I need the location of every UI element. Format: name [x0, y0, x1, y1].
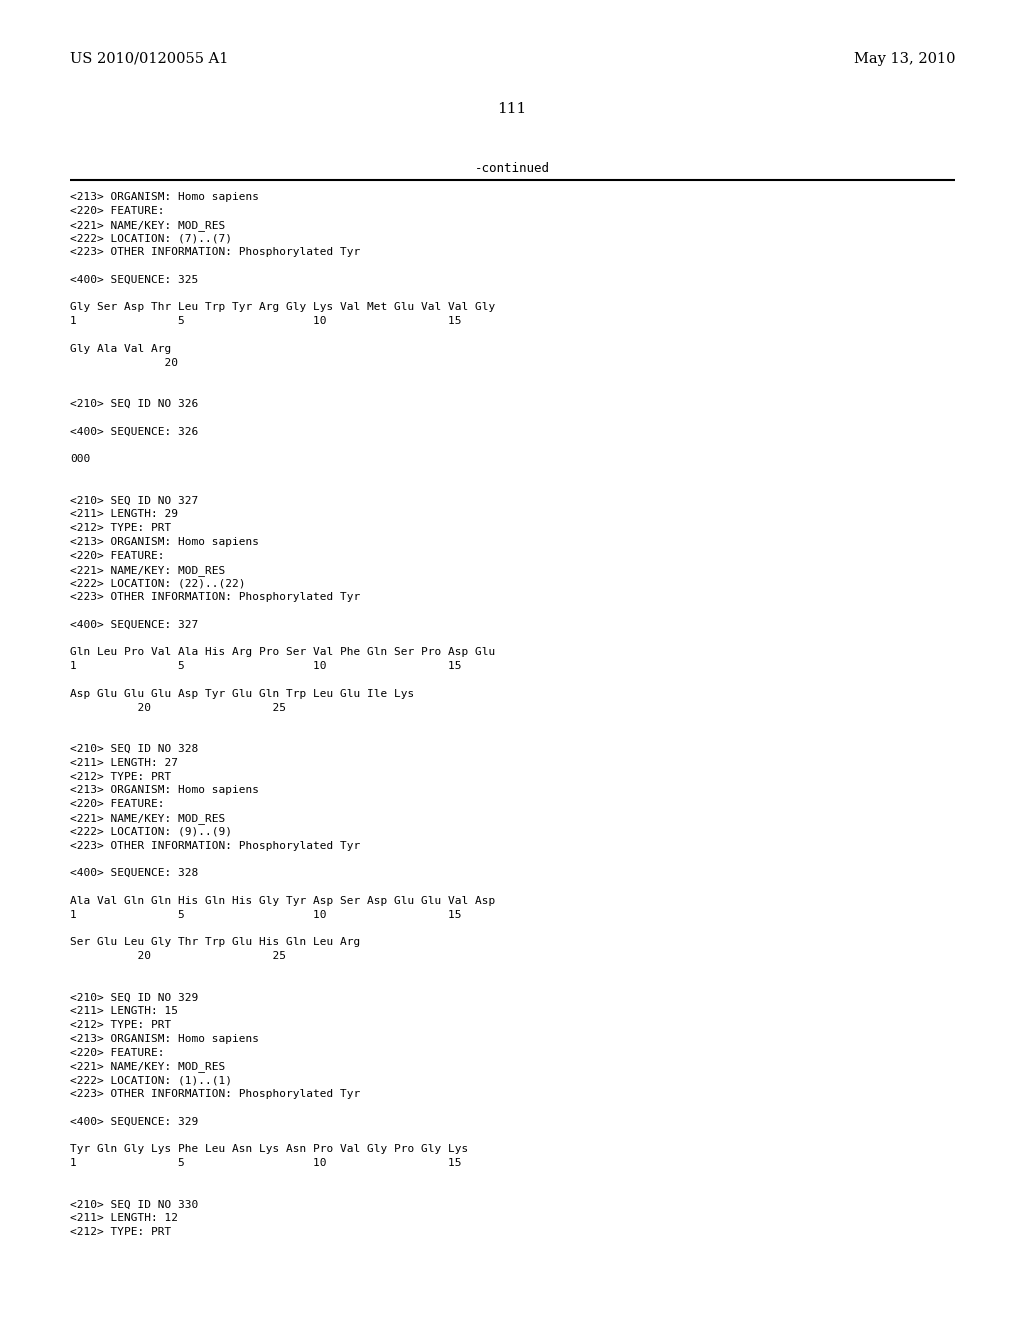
- Text: <221> NAME/KEY: MOD_RES: <221> NAME/KEY: MOD_RES: [70, 565, 225, 576]
- Text: 000: 000: [70, 454, 90, 465]
- Text: <223> OTHER INFORMATION: Phosphorylated Tyr: <223> OTHER INFORMATION: Phosphorylated …: [70, 593, 360, 602]
- Text: 1               5                   10                  15: 1 5 10 15: [70, 661, 462, 671]
- Text: <400> SEQUENCE: 329: <400> SEQUENCE: 329: [70, 1117, 199, 1126]
- Text: Asp Glu Glu Glu Asp Tyr Glu Gln Trp Leu Glu Ile Lys: Asp Glu Glu Glu Asp Tyr Glu Gln Trp Leu …: [70, 689, 415, 698]
- Text: <223> OTHER INFORMATION: Phosphorylated Tyr: <223> OTHER INFORMATION: Phosphorylated …: [70, 247, 360, 257]
- Text: <223> OTHER INFORMATION: Phosphorylated Tyr: <223> OTHER INFORMATION: Phosphorylated …: [70, 1089, 360, 1100]
- Text: Gly Ser Asp Thr Leu Trp Tyr Arg Gly Lys Val Met Glu Val Val Gly: Gly Ser Asp Thr Leu Trp Tyr Arg Gly Lys …: [70, 302, 496, 313]
- Text: <400> SEQUENCE: 327: <400> SEQUENCE: 327: [70, 620, 199, 630]
- Text: <210> SEQ ID NO 327: <210> SEQ ID NO 327: [70, 495, 199, 506]
- Text: May 13, 2010: May 13, 2010: [853, 51, 955, 66]
- Text: <211> LENGTH: 29: <211> LENGTH: 29: [70, 510, 178, 519]
- Text: 20                  25: 20 25: [70, 702, 286, 713]
- Text: <211> LENGTH: 15: <211> LENGTH: 15: [70, 1006, 178, 1016]
- Text: <213> ORGANISM: Homo sapiens: <213> ORGANISM: Homo sapiens: [70, 785, 259, 796]
- Text: <222> LOCATION: (1)..(1): <222> LOCATION: (1)..(1): [70, 1076, 232, 1085]
- Text: <210> SEQ ID NO 328: <210> SEQ ID NO 328: [70, 744, 199, 754]
- Text: 1               5                   10                  15: 1 5 10 15: [70, 1158, 462, 1168]
- Text: <212> TYPE: PRT: <212> TYPE: PRT: [70, 523, 171, 533]
- Text: <210> SEQ ID NO 330: <210> SEQ ID NO 330: [70, 1200, 199, 1209]
- Text: <400> SEQUENCE: 326: <400> SEQUENCE: 326: [70, 426, 199, 437]
- Text: Ser Glu Leu Gly Thr Trp Glu His Gln Leu Arg: Ser Glu Leu Gly Thr Trp Glu His Gln Leu …: [70, 937, 360, 948]
- Text: <400> SEQUENCE: 328: <400> SEQUENCE: 328: [70, 869, 199, 878]
- Text: 20: 20: [70, 358, 178, 367]
- Text: US 2010/0120055 A1: US 2010/0120055 A1: [70, 51, 228, 66]
- Text: <222> LOCATION: (9)..(9): <222> LOCATION: (9)..(9): [70, 826, 232, 837]
- Text: Gln Leu Pro Val Ala His Arg Pro Ser Val Phe Gln Ser Pro Asp Glu: Gln Leu Pro Val Ala His Arg Pro Ser Val …: [70, 647, 496, 657]
- Text: <220> FEATURE:: <220> FEATURE:: [70, 1048, 165, 1057]
- Text: <221> NAME/KEY: MOD_RES: <221> NAME/KEY: MOD_RES: [70, 219, 225, 231]
- Text: <210> SEQ ID NO 329: <210> SEQ ID NO 329: [70, 993, 199, 1002]
- Text: <212> TYPE: PRT: <212> TYPE: PRT: [70, 772, 171, 781]
- Text: <221> NAME/KEY: MOD_RES: <221> NAME/KEY: MOD_RES: [70, 813, 225, 824]
- Text: <213> ORGANISM: Homo sapiens: <213> ORGANISM: Homo sapiens: [70, 191, 259, 202]
- Text: Tyr Gln Gly Lys Phe Leu Asn Lys Asn Pro Val Gly Pro Gly Lys: Tyr Gln Gly Lys Phe Leu Asn Lys Asn Pro …: [70, 1144, 468, 1154]
- Text: <213> ORGANISM: Homo sapiens: <213> ORGANISM: Homo sapiens: [70, 1034, 259, 1044]
- Text: <400> SEQUENCE: 325: <400> SEQUENCE: 325: [70, 275, 199, 285]
- Text: <222> LOCATION: (22)..(22): <222> LOCATION: (22)..(22): [70, 578, 246, 589]
- Text: <220> FEATURE:: <220> FEATURE:: [70, 206, 165, 215]
- Text: 1               5                   10                  15: 1 5 10 15: [70, 909, 462, 920]
- Text: 1               5                   10                  15: 1 5 10 15: [70, 317, 462, 326]
- Text: Ala Val Gln Gln His Gln His Gly Tyr Asp Ser Asp Glu Glu Val Asp: Ala Val Gln Gln His Gln His Gly Tyr Asp …: [70, 896, 496, 906]
- Text: <213> ORGANISM: Homo sapiens: <213> ORGANISM: Homo sapiens: [70, 537, 259, 546]
- Text: -continued: -continued: [474, 162, 550, 176]
- Text: <212> TYPE: PRT: <212> TYPE: PRT: [70, 1228, 171, 1237]
- Text: <211> LENGTH: 27: <211> LENGTH: 27: [70, 758, 178, 768]
- Text: <222> LOCATION: (7)..(7): <222> LOCATION: (7)..(7): [70, 234, 232, 243]
- Text: <220> FEATURE:: <220> FEATURE:: [70, 550, 165, 561]
- Text: <223> OTHER INFORMATION: Phosphorylated Tyr: <223> OTHER INFORMATION: Phosphorylated …: [70, 841, 360, 850]
- Text: <211> LENGTH: 12: <211> LENGTH: 12: [70, 1213, 178, 1224]
- Text: <212> TYPE: PRT: <212> TYPE: PRT: [70, 1020, 171, 1030]
- Text: <220> FEATURE:: <220> FEATURE:: [70, 799, 165, 809]
- Text: 20                  25: 20 25: [70, 950, 286, 961]
- Text: <210> SEQ ID NO 326: <210> SEQ ID NO 326: [70, 399, 199, 409]
- Text: <221> NAME/KEY: MOD_RES: <221> NAME/KEY: MOD_RES: [70, 1061, 225, 1072]
- Text: 111: 111: [498, 102, 526, 116]
- Text: Gly Ala Val Arg: Gly Ala Val Arg: [70, 343, 171, 354]
